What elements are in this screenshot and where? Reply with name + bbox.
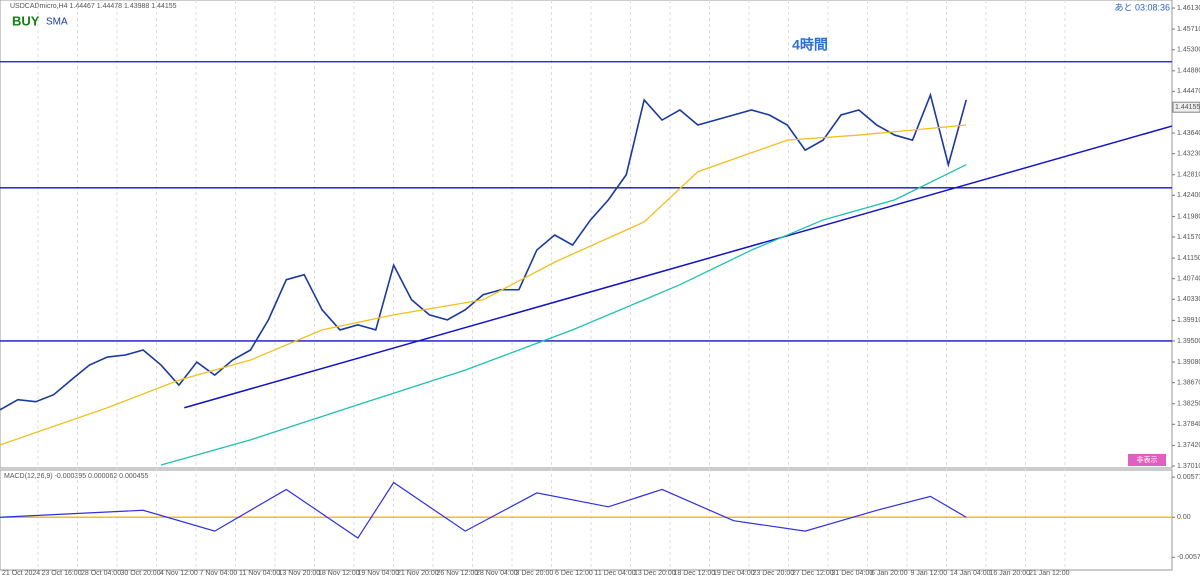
macd-panel <box>0 469 1173 571</box>
line-series <box>0 92 968 411</box>
x-tick-label: 3 Dec 20:00 <box>516 570 554 577</box>
x-tick-label: 19 Dec 04:00 <box>713 570 755 577</box>
chart-title: 4時間 <box>792 37 828 53</box>
y-tick-label: 1.41980 <box>1177 213 1200 220</box>
x-tick-label: 21 Oct 2024 <box>2 570 40 577</box>
x-tick-label: 7 Nov 04:00 <box>200 570 238 577</box>
hide-button-label[interactable]: 非表示 <box>1137 455 1158 464</box>
y-tick-label: 1.45710 <box>1177 26 1200 33</box>
x-tick-label: 28 Oct 04:00 <box>81 570 121 577</box>
hide-button[interactable] <box>1128 454 1166 466</box>
y-tick-label: 1.37010 <box>1177 463 1200 470</box>
x-tick-label: 9 Jan 12:00 <box>911 570 948 577</box>
y-tick-label: 1.46130 <box>1177 5 1200 12</box>
y-tick-label: 1.45300 <box>1177 47 1200 54</box>
x-tick-label: 23 Dec 20:00 <box>753 570 795 577</box>
x-tick-label: 28 Nov 04:00 <box>476 570 518 577</box>
x-tick-label: 11 Dec 04:00 <box>595 570 636 577</box>
macd-label: MACD(12,26,9) -0.000395 0.000062 0.00045… <box>4 473 148 480</box>
y-tick-label: 1.42400 <box>1177 192 1200 199</box>
x-tick-label: 13 Nov 20:00 <box>279 570 321 577</box>
symbol-info: USDCADmicro,H4 1.44467 1.44478 1.43988 1… <box>10 3 177 10</box>
x-tick-label: 31 Dec 04:00 <box>832 570 874 577</box>
x-tick-label: 18 Nov 12:00 <box>318 570 360 577</box>
x-tick-label: 16 Jan 20:00 <box>990 570 1031 577</box>
x-tick-label: 13 Dec 20:00 <box>634 570 676 577</box>
y-tick-label: 1.39080 <box>1177 359 1200 366</box>
y-tick-label: 1.38670 <box>1177 379 1200 386</box>
y-tick-label: 1.41570 <box>1177 234 1200 241</box>
y-tick-label: 1.37420 <box>1177 442 1200 449</box>
current-price-box <box>1172 101 1200 113</box>
x-tick-label: 21 Nov 20:00 <box>397 570 439 577</box>
x-tick-label: 4 Nov 12:00 <box>160 570 198 577</box>
y-tick-label: 1.39500 <box>1177 338 1200 345</box>
y-tick-label: 1.39910 <box>1177 317 1200 324</box>
x-tick-label: 6 Dec 12:00 <box>555 570 593 577</box>
y-tick-label: 0.00 <box>1177 514 1191 521</box>
trend-line <box>184 125 1173 409</box>
x-tick-label: 14 Jan 04:00 <box>950 570 991 577</box>
x-tick-label: 19 Nov 04:00 <box>358 570 400 577</box>
y-tick-label: 1.43640 <box>1177 130 1200 137</box>
line-series <box>160 164 967 466</box>
y-tick-label: 1.42810 <box>1177 172 1200 179</box>
y-tick-label: 1.37840 <box>1177 421 1200 428</box>
y-tick-label: 1.38250 <box>1177 401 1200 408</box>
macd-line <box>0 481 967 539</box>
x-tick-label: 11 Nov 04:00 <box>239 570 280 577</box>
y-tick-label: 1.43230 <box>1177 151 1200 158</box>
y-tick-label: 1.44470 <box>1177 88 1200 95</box>
current-price: 1.44155 <box>1175 104 1200 111</box>
signal: BUY <box>12 13 40 28</box>
y-tick-label: 0.005771 <box>1177 474 1200 481</box>
line-series <box>0 124 967 446</box>
y-tick-label: 1.44880 <box>1177 68 1200 75</box>
x-tick-label: 23 Oct 16:00 <box>42 570 82 577</box>
x-tick-label: 18 Dec 12:00 <box>674 570 716 577</box>
y-tick-label: -0.005771 <box>1177 554 1200 561</box>
main-panel <box>0 0 1173 469</box>
indicator: SMA <box>46 17 68 28</box>
x-tick-label: 6 Jan 20:00 <box>871 570 908 577</box>
timer: あと 03:08:36 <box>1114 2 1170 12</box>
y-tick-label: 1.40330 <box>1177 296 1200 303</box>
y-tick-label: 1.40740 <box>1177 276 1200 283</box>
x-tick-label: 21 Jan 12:00 <box>1029 570 1070 577</box>
y-tick-label: 1.41150 <box>1177 255 1200 262</box>
x-tick-label: 30 Oct 20:00 <box>121 570 161 577</box>
x-tick-label: 26 Nov 12:00 <box>437 570 479 577</box>
x-tick-label: 27 Dec 12:00 <box>792 570 834 577</box>
